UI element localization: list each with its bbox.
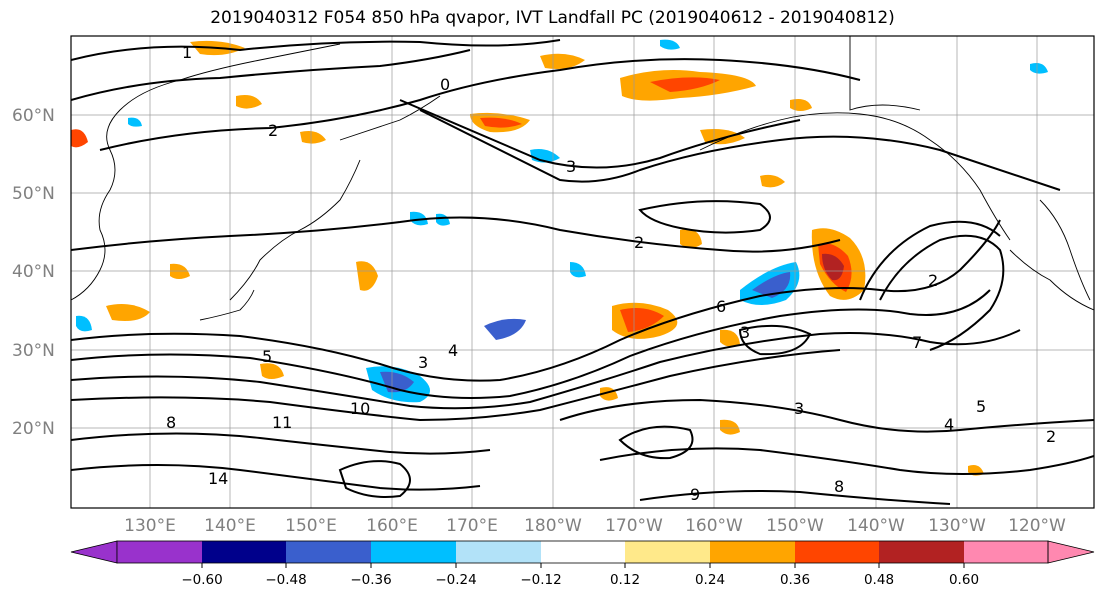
contour-label: 8 xyxy=(834,477,844,496)
colorbar-extend-high xyxy=(1047,540,1095,564)
contour-label: 11 xyxy=(272,413,292,432)
contour-label: 2 xyxy=(634,233,644,252)
contour-label: 10 xyxy=(350,399,370,418)
contour-label: 4 xyxy=(448,341,458,360)
lon-label: 170°E xyxy=(446,516,498,536)
contour-label: 3 xyxy=(794,399,804,418)
colorbar-tick-label: −0.48 xyxy=(265,572,306,588)
lon-label: 150°W xyxy=(766,516,824,536)
contour-label: 5 xyxy=(976,397,986,416)
colorbar-tick-label: 0.48 xyxy=(864,572,894,588)
lat-label: 60°N xyxy=(12,106,55,126)
colorbar-tick-label: 0.24 xyxy=(695,572,725,588)
lon-label: 160°W xyxy=(685,516,743,536)
map-title: 2019040312 F054 850 hPa qvapor, IVT Land… xyxy=(210,8,895,28)
contour-label: 9 xyxy=(690,485,700,504)
colorbar-segment xyxy=(371,541,456,563)
colorbar-segment xyxy=(710,541,795,563)
contour-label: 6 xyxy=(716,297,726,316)
colorbar-tick-label: 0.36 xyxy=(780,572,810,588)
contour-label: 3 xyxy=(740,323,750,342)
colorbar-segments xyxy=(70,540,1095,564)
map-frame xyxy=(70,35,1095,509)
colorbar-segment xyxy=(286,541,371,563)
lat-label: 50°N xyxy=(12,184,55,204)
colorbar-segment xyxy=(541,541,625,563)
colorbar-extend-low xyxy=(70,540,118,564)
contour-label: 14 xyxy=(208,469,228,488)
colorbar-tick-label: 0.12 xyxy=(610,572,640,588)
ivt-contours xyxy=(71,39,1094,505)
qvapor-shading xyxy=(71,39,1048,476)
colorbar-tick-label: −0.12 xyxy=(520,572,561,588)
lon-label: 130°E xyxy=(124,516,176,536)
colorbar-segment xyxy=(625,541,710,563)
lon-label: 130°W xyxy=(928,516,986,536)
contour-labels: 1 2 0 3 6 2 3 4 5 7 8 10 11 14 3 2 4 5 3… xyxy=(166,43,1056,504)
contour-label: 3 xyxy=(566,157,576,176)
lon-label: 180°W xyxy=(524,516,582,536)
contour-label: 2 xyxy=(1046,427,1056,446)
colorbar-segment xyxy=(879,541,964,563)
latitude-labels: 60°N 50°N 40°N 30°N 20°N xyxy=(12,106,55,439)
colorbar-tick-label: −0.36 xyxy=(350,572,391,588)
map-panel: 1 2 0 3 6 2 3 4 5 7 8 10 11 14 3 2 4 5 3… xyxy=(70,35,1095,509)
contour-label: 5 xyxy=(262,347,272,366)
lon-label: 160°E xyxy=(366,516,418,536)
contour-label: 8 xyxy=(166,413,176,432)
contour-label: 1 xyxy=(182,43,192,62)
colorbar-segment xyxy=(202,541,286,563)
colorbar-tick-label: −0.60 xyxy=(181,572,222,588)
colorbar-segment xyxy=(964,541,1048,563)
contour-label: 4 xyxy=(944,415,954,434)
coastlines xyxy=(71,36,1094,321)
colorbar-tick-label: −0.24 xyxy=(435,572,476,588)
lon-label: 140°W xyxy=(847,516,905,536)
contour-label: 2 xyxy=(268,121,278,140)
lat-label: 40°N xyxy=(12,262,55,282)
colorbar-tick-label: 0.60 xyxy=(949,572,979,588)
lon-label: 150°E xyxy=(285,516,337,536)
contour-label: 2 xyxy=(928,271,938,290)
lat-label: 20°N xyxy=(12,419,55,439)
contour-label: 3 xyxy=(418,353,428,372)
contour-label: 7 xyxy=(912,333,922,352)
contour-label: 0 xyxy=(440,75,450,94)
lat-label: 30°N xyxy=(12,341,55,361)
colorbar-segment xyxy=(456,541,541,563)
lon-label: 170°W xyxy=(605,516,663,536)
lon-label: 140°E xyxy=(204,516,256,536)
longitude-labels: 130°E 140°E 150°E 160°E 170°E 180°W 170°… xyxy=(124,516,1066,536)
colorbar-ticks xyxy=(201,563,965,568)
colorbar: −0.60 −0.48 −0.36 −0.24 −0.12 0.12 0.24 … xyxy=(70,540,1095,588)
colorbar-tick-labels: −0.60 −0.48 −0.36 −0.24 −0.12 0.12 0.24 … xyxy=(181,572,979,588)
lon-label: 120°W xyxy=(1008,516,1066,536)
colorbar-segment xyxy=(117,541,202,563)
colorbar-segment xyxy=(795,541,879,563)
